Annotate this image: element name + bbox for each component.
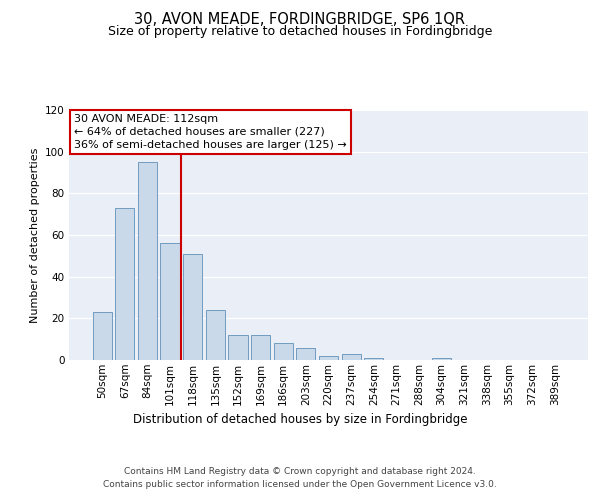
Bar — [183, 254, 202, 360]
Bar — [319, 356, 338, 360]
Bar — [206, 310, 225, 360]
Bar — [296, 348, 316, 360]
Bar — [251, 335, 270, 360]
Y-axis label: Number of detached properties: Number of detached properties — [29, 148, 40, 322]
Bar — [274, 344, 293, 360]
Text: Contains HM Land Registry data © Crown copyright and database right 2024.: Contains HM Land Registry data © Crown c… — [124, 468, 476, 476]
Text: 30 AVON MEADE: 112sqm
← 64% of detached houses are smaller (227)
36% of semi-det: 30 AVON MEADE: 112sqm ← 64% of detached … — [74, 114, 347, 150]
Bar — [432, 358, 451, 360]
Text: Size of property relative to detached houses in Fordingbridge: Size of property relative to detached ho… — [108, 25, 492, 38]
Text: Contains public sector information licensed under the Open Government Licence v3: Contains public sector information licen… — [103, 480, 497, 489]
Bar — [364, 358, 383, 360]
Bar — [160, 244, 180, 360]
Text: Distribution of detached houses by size in Fordingbridge: Distribution of detached houses by size … — [133, 412, 467, 426]
Bar — [341, 354, 361, 360]
Bar — [92, 312, 112, 360]
Bar — [115, 208, 134, 360]
Text: 30, AVON MEADE, FORDINGBRIDGE, SP6 1QR: 30, AVON MEADE, FORDINGBRIDGE, SP6 1QR — [134, 12, 466, 28]
Bar — [138, 162, 157, 360]
Bar — [229, 335, 248, 360]
